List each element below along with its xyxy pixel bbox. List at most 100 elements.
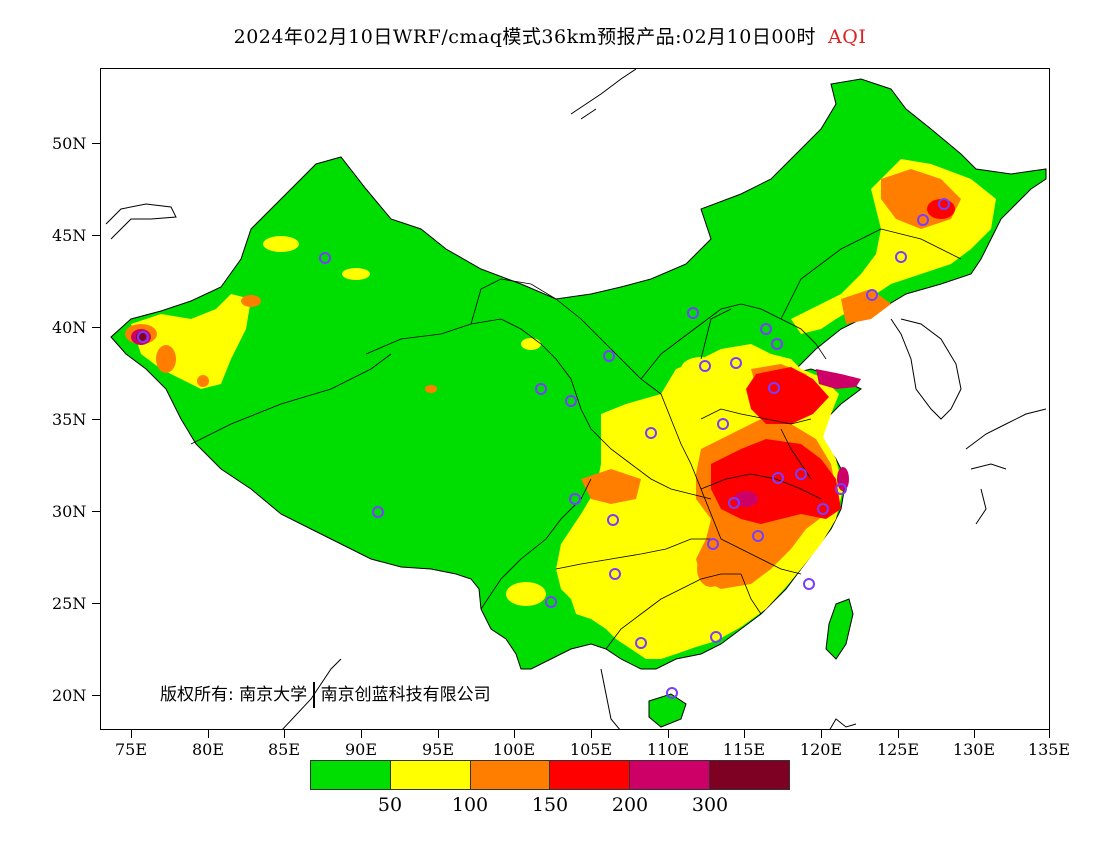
- aqi-region-usg: [841, 289, 891, 324]
- station-marker[interactable]: [760, 323, 772, 335]
- station-marker[interactable]: [609, 568, 621, 580]
- x-tick: [284, 730, 285, 738]
- x-axis-label: 115E: [722, 740, 766, 759]
- station-marker[interactable]: [895, 251, 907, 263]
- station-marker[interactable]: [687, 307, 699, 319]
- y-axis-label: 35N: [52, 410, 87, 429]
- legend-swatch-usg: [469, 761, 550, 789]
- legend-label: 50: [377, 794, 403, 816]
- y-tick: [92, 327, 100, 328]
- y-axis-label: 40N: [52, 318, 87, 337]
- station-marker[interactable]: [666, 687, 678, 699]
- legend-swatch-very-unhealthy: [629, 761, 710, 789]
- station-marker[interactable]: [730, 357, 742, 369]
- station-marker[interactable]: [699, 360, 711, 372]
- x-tick: [668, 730, 669, 738]
- legend-label: 200: [611, 794, 649, 816]
- station-marker[interactable]: [319, 252, 331, 264]
- legend-swatch-hazardous: [709, 761, 789, 789]
- title-variable: AQI: [828, 26, 867, 48]
- y-axis-label: 25N: [52, 594, 87, 613]
- station-marker[interactable]: [772, 472, 784, 484]
- station-marker[interactable]: [752, 530, 764, 542]
- aqi-patch-moderate: [263, 236, 299, 252]
- x-axis-label: 100E: [492, 740, 536, 759]
- station-marker[interactable]: [768, 382, 780, 394]
- station-marker[interactable]: [866, 289, 878, 301]
- y-tick: [92, 511, 100, 512]
- aqi-region-very-unhealthy: [816, 369, 861, 389]
- station-marker[interactable]: [835, 483, 847, 495]
- x-tick: [744, 730, 745, 738]
- station-marker[interactable]: [635, 637, 647, 649]
- station-marker[interactable]: [645, 427, 657, 439]
- station-marker[interactable]: [569, 493, 581, 505]
- aqi-region-unhealthy: [746, 367, 829, 424]
- legend-label: 300: [691, 794, 729, 816]
- legend-label: 100: [451, 794, 489, 816]
- aqi-patch-moderate: [342, 268, 370, 280]
- x-axis-label: 105E: [569, 740, 613, 759]
- map-title: 2024年02月10日WRF/cmaq模式36km预报产品:02月10日00时 A…: [0, 22, 1100, 49]
- aqi-patch-very-unhealthy: [837, 467, 849, 491]
- station-marker[interactable]: [545, 596, 557, 608]
- station-marker[interactable]: [795, 468, 807, 480]
- aqi-patch-usg: [156, 345, 176, 373]
- x-axis-label: 95E: [421, 740, 455, 759]
- station-marker[interactable]: [707, 538, 719, 550]
- station-marker[interactable]: [938, 198, 950, 210]
- station-marker[interactable]: [728, 497, 740, 509]
- station-marker[interactable]: [710, 631, 722, 643]
- station-marker[interactable]: [372, 506, 384, 518]
- x-axis-label: 120E: [799, 740, 843, 759]
- legend-swatch-unhealthy: [549, 761, 630, 789]
- station-marker[interactable]: [137, 331, 149, 343]
- station-marker[interactable]: [917, 214, 929, 226]
- aqi-map[interactable]: [100, 68, 1050, 730]
- y-tick: [92, 419, 100, 420]
- sakhalin-coastline: [570, 69, 637, 120]
- x-axis-label: 135E: [1027, 740, 1071, 759]
- caspian-coastline: [105, 203, 177, 240]
- y-axis-label: 30N: [52, 502, 87, 521]
- y-tick: [92, 603, 100, 604]
- legend-swatch-good: [311, 761, 390, 789]
- y-tick: [92, 143, 100, 144]
- aqi-patch-usg: [197, 375, 209, 387]
- station-marker[interactable]: [771, 338, 783, 350]
- station-marker[interactable]: [565, 395, 577, 407]
- copyright-separator: [313, 682, 315, 708]
- station-markers: [137, 198, 950, 699]
- station-marker[interactable]: [803, 578, 815, 590]
- hainan-island: [648, 693, 687, 728]
- x-tick: [898, 730, 899, 738]
- aqi-patch-usg: [425, 385, 437, 393]
- x-axis-label: 125E: [876, 740, 920, 759]
- station-marker[interactable]: [535, 383, 547, 395]
- x-tick: [131, 730, 132, 738]
- x-tick: [821, 730, 822, 738]
- taiwan-island: [825, 598, 854, 660]
- copyright-org-nju: 南京大学: [239, 685, 308, 705]
- x-tick: [438, 730, 439, 738]
- station-marker[interactable]: [817, 503, 829, 515]
- copyright-org-cl: 南京创蓝科技有限公司: [320, 685, 491, 705]
- x-tick: [514, 730, 515, 738]
- y-tick: [92, 695, 100, 696]
- legend-label: 150: [531, 794, 569, 816]
- copyright-notice: 版权所有: 南京大学 南京创蓝科技有限公司: [160, 680, 491, 708]
- station-marker[interactable]: [717, 418, 729, 430]
- aqi-color-legend: [310, 760, 790, 790]
- y-tick: [92, 235, 100, 236]
- aqi-patch-moderate: [506, 582, 546, 606]
- station-marker[interactable]: [607, 514, 619, 526]
- station-marker[interactable]: [603, 350, 615, 362]
- title-text: 2024年02月10日WRF/cmaq模式36km预报产品:02月10日00时: [233, 26, 817, 48]
- y-axis-label: 50N: [52, 134, 87, 153]
- indochina-coastline: [282, 658, 620, 729]
- japan-coastline: [965, 408, 1047, 525]
- x-tick: [208, 730, 209, 738]
- y-axis-label: 20N: [52, 686, 87, 705]
- philippines-coastline: [829, 718, 857, 729]
- x-tick: [1049, 730, 1050, 738]
